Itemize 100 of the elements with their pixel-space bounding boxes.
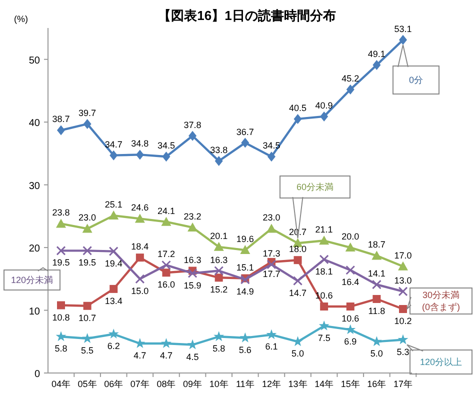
data-label: 16.4	[342, 277, 360, 288]
data-label: 6.1	[265, 342, 278, 352]
point	[319, 236, 330, 245]
data-label: 45.2	[342, 73, 360, 84]
point	[108, 210, 119, 220]
data-label: 14.7	[289, 288, 307, 298]
data-label: 14.9	[236, 286, 254, 297]
data-label: 7.5	[318, 332, 330, 343]
data-label: 16.3	[210, 254, 228, 265]
data-label: 4.7	[160, 350, 172, 361]
data-label: 24.6	[131, 202, 149, 213]
data-label: 5.8	[212, 344, 226, 354]
text: 120分以上	[420, 357, 462, 367]
data-label: 13.0	[394, 275, 412, 286]
data-label: 40.5	[289, 102, 307, 113]
x-tick-label: 09年	[183, 379, 202, 389]
point	[162, 268, 170, 277]
point	[162, 152, 170, 162]
text: 60分未満	[296, 182, 334, 192]
data-label: 5.3	[396, 346, 410, 357]
data-label: 4.5	[186, 352, 199, 362]
point	[345, 242, 356, 252]
point	[266, 260, 276, 270]
point	[399, 34, 407, 45]
data-label: 49.1	[368, 49, 386, 60]
point	[240, 332, 250, 342]
point	[161, 260, 171, 270]
x-tick-label: 07年	[130, 379, 150, 389]
data-label: 18.1	[315, 266, 333, 276]
data-label: 10.7	[78, 312, 96, 323]
point	[82, 246, 92, 256]
point	[241, 138, 250, 148]
point	[398, 261, 408, 270]
point	[399, 305, 407, 314]
point	[214, 266, 224, 276]
point	[136, 150, 144, 160]
data-label: 18.0	[289, 244, 307, 254]
data-label: 40.9	[315, 100, 333, 110]
data-label: 36.7	[236, 126, 254, 137]
y-axis-title: (%)	[14, 14, 28, 24]
data-label: 16.3	[184, 254, 202, 265]
x-tick-label: 11年	[236, 379, 254, 389]
x-tick-label: 17年	[393, 379, 413, 389]
point	[266, 329, 277, 340]
point	[56, 246, 66, 256]
data-label: 5.5	[81, 346, 94, 356]
point	[188, 222, 198, 232]
point	[372, 294, 381, 303]
data-label: 18.4	[131, 242, 149, 252]
point	[57, 125, 65, 136]
data-label: 19.4	[104, 258, 122, 268]
x-tick-label: 16年	[367, 379, 386, 389]
data-label: 37.8	[184, 120, 202, 130]
y-tick-label: 30	[28, 180, 40, 192]
point	[345, 324, 356, 334]
data-label: 5.8	[54, 344, 68, 354]
x-tick-label: 14年	[314, 379, 334, 389]
point	[318, 320, 330, 330]
point	[134, 214, 145, 223]
point	[135, 274, 145, 284]
data-label: 10.8	[52, 312, 70, 322]
y-tick-label: 20	[28, 244, 40, 255]
point	[188, 268, 198, 278]
data-label: 5.0	[292, 348, 304, 359]
data-label: 6.2	[107, 341, 120, 352]
data-label: 17.7	[262, 268, 280, 279]
point	[346, 84, 354, 94]
point	[83, 118, 92, 129]
data-label: 15.2	[210, 284, 228, 295]
data-label: 6.9	[344, 336, 357, 347]
data-label: 53.1	[394, 24, 412, 34]
point	[398, 334, 408, 344]
y-tick-label: 50	[28, 55, 40, 66]
point	[372, 280, 382, 290]
point	[108, 328, 119, 339]
data-label: 23.0	[262, 212, 280, 223]
data-label: 20.1	[210, 230, 228, 241]
data-label: 11.8	[368, 306, 386, 316]
point	[320, 302, 328, 311]
x-tick-label: 08年	[156, 379, 176, 389]
point	[292, 336, 303, 346]
data-label: 23.2	[184, 211, 202, 222]
point	[110, 284, 118, 293]
x-tick-label: 04年	[51, 379, 71, 389]
point	[56, 331, 66, 342]
data-label: 34.8	[131, 138, 149, 149]
data-label: 38.7	[52, 114, 70, 124]
point	[82, 224, 92, 233]
data-label: 21.1	[315, 224, 333, 235]
data-label: 19.6	[236, 234, 254, 244]
text: 0分	[408, 75, 424, 85]
data-label: 20.0	[342, 232, 360, 242]
data-label: 5.0	[370, 348, 383, 359]
data-label: 23.8	[52, 208, 70, 218]
x-tick-label: 06年	[104, 379, 124, 389]
data-label: 34.5	[157, 140, 175, 151]
point	[214, 156, 223, 166]
data-label: 39.7	[78, 108, 96, 118]
point	[56, 218, 66, 228]
point	[294, 114, 302, 124]
